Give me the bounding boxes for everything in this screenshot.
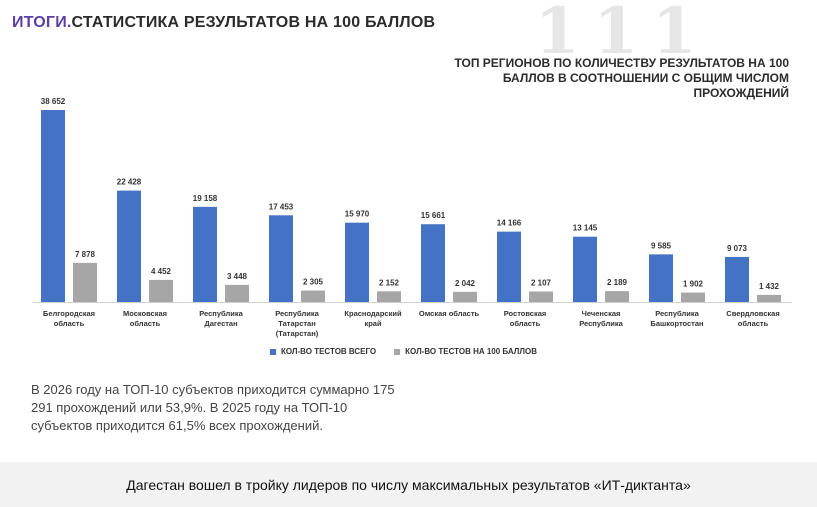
data-label-total-6: 14 166 [497,219,522,228]
data-label-total-4: 15 970 [345,210,370,219]
bar-total-5 [421,224,445,302]
data-label-total-2: 19 158 [193,194,218,203]
bar-total-2 [193,206,217,302]
bar-100-6 [529,291,553,302]
category-label-3-0: Республика [275,309,319,318]
bar-total-0 [41,110,65,302]
data-label-100-1: 4 452 [151,267,172,276]
data-label-100-3: 2 305 [303,278,324,287]
data-label-100-5: 2 042 [455,279,476,288]
caption-bar: Дагестан вошел в тройку лидеров по числу… [0,462,817,507]
bar-total-4 [345,222,369,302]
data-label-total-5: 15 661 [421,211,446,220]
category-label-4-1: край [364,319,382,328]
category-label-5-0: Омская область [419,309,480,318]
legend-swatch-total [270,348,276,355]
data-label-total-0: 38 652 [41,97,66,106]
chart-title: ТОП РЕГИОНОВ ПО КОЛИЧЕСТВУ РЕЗУЛЬТАТОВ Н… [454,56,789,100]
data-label-total-1: 22 428 [117,178,142,187]
category-label-3-1: Татарстан [278,319,316,328]
category-label-7-0: Чеченская [582,309,621,318]
summary-note: В 2026 году на ТОП-10 субъектов приходит… [31,382,395,433]
data-label-100-8: 1 902 [683,280,704,289]
category-label-9-0: Свердловская [726,309,779,318]
data-label-100-7: 2 189 [607,278,628,287]
legend-item-total: КОЛ-ВО ТЕСТОВ ВСЕГО [270,347,376,356]
slide: 111 ИТОГИ.СТАТИСТИКА РЕЗУЛЬТАТОВ НА 100 … [12,0,792,433]
category-label-8-0: Республика [655,309,699,318]
bar-100-0 [73,262,97,302]
data-label-100-2: 3 448 [227,272,248,281]
title-text: СТАТИСТИКА РЕЗУЛЬТАТОВ НА 100 БАЛЛОВ [71,14,436,31]
legend-label-total: КОЛ-ВО ТЕСТОВ ВСЕГО [281,347,377,356]
category-label-2-0: Республика [199,309,243,318]
category-label-1-0: Московская [123,309,167,318]
watermark-digits: 111 [535,0,711,69]
data-label-total-9: 9 073 [727,244,748,253]
photo-caption: Дагестан вошел в тройку лидеров по числу… [126,476,691,493]
bar-total-6 [497,231,521,302]
bar-total-9 [725,256,749,302]
category-label-3-2: (Татарстан) [276,329,319,338]
data-label-100-0: 7 878 [75,250,96,259]
bar-100-5 [453,291,477,302]
data-label-100-6: 2 107 [531,279,552,288]
title-accent: ИТОГИ. [12,14,72,31]
data-label-total-8: 9 585 [651,241,672,250]
data-label-100-9: 1 432 [759,282,780,291]
bar-100-3 [301,290,325,302]
category-label-9-1: область [738,319,769,328]
category-label-2-1: Дагестан [204,319,237,328]
legend-label-100: КОЛ-ВО ТЕСТОВ НА 100 БАЛЛОВ [405,347,537,356]
bar-100-1 [149,279,173,302]
category-label-8-1: Башкортостан [650,319,703,328]
bar-100-8 [681,292,705,302]
category-label-6-0: Ростовская [504,309,547,318]
bar-total-8 [649,254,673,302]
bar-total-1 [117,190,141,302]
data-label-100-4: 2 152 [379,278,400,287]
bar-100-9 [757,294,781,302]
data-label-total-3: 17 453 [269,202,294,211]
category-label-0-0: Белгородская [43,309,95,318]
legend-item-100: КОЛ-ВО ТЕСТОВ НА 100 БАЛЛОВ [394,347,537,356]
bar-total-3 [269,215,293,302]
category-label-1-1: область [130,319,161,328]
chart-legend: КОЛ-ВО ТЕСТОВ ВСЕГО КОЛ-ВО ТЕСТОВ НА 100… [270,347,537,356]
category-label-7-1: Республика [579,319,623,328]
legend-swatch-100 [394,348,401,355]
bar-100-2 [225,284,249,302]
category-label-0-1: область [54,319,85,328]
bar-100-7 [605,291,629,302]
bar-100-4 [377,291,401,302]
category-label-6-1: область [510,319,541,328]
category-label-4-0: Краснодарский [344,309,402,318]
data-label-total-7: 13 145 [573,224,598,233]
bar-total-7 [573,236,597,302]
page-title: ИТОГИ.СТАТИСТИКА РЕЗУЛЬТАТОВ НА 100 БАЛЛ… [12,14,435,32]
